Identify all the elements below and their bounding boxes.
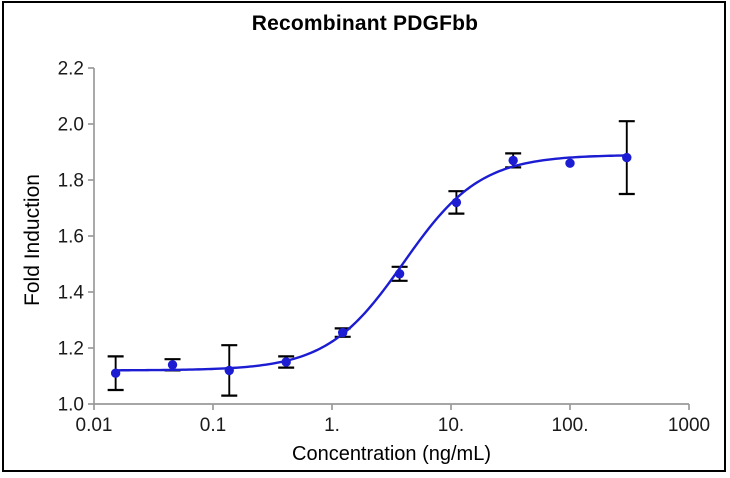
data-point <box>167 360 178 370</box>
data-point <box>281 357 291 367</box>
x-tick-label: 0.01 <box>76 415 113 436</box>
data-point <box>224 365 234 376</box>
x-tick-label: 10. <box>438 415 464 436</box>
x-tick-label: 1000 <box>668 415 710 436</box>
data-point <box>110 368 121 378</box>
y-tick-label: 1.4 <box>58 283 85 304</box>
fit-curve <box>114 154 628 372</box>
data-point <box>337 327 348 338</box>
y-axis-label: Fold Induction <box>21 174 44 306</box>
data-point <box>394 269 405 279</box>
x-tick-label: 1. <box>324 415 340 436</box>
data-point <box>508 155 518 166</box>
y-tick-label: 1.2 <box>58 339 84 360</box>
data-point <box>451 197 462 208</box>
y-tick-label: 1.0 <box>58 395 84 416</box>
data-point <box>565 158 575 168</box>
y-tick-label: 1.8 <box>58 171 84 192</box>
y-tick-label: 2.2 <box>58 59 84 80</box>
x-tick-label: 100. <box>552 415 589 436</box>
chart-title: Recombinant PDGFbb <box>251 12 479 35</box>
data-point <box>622 152 632 163</box>
x-tick-label: 0.1 <box>200 415 226 436</box>
x-axis-label: Concentration (ng/mL) <box>292 443 491 465</box>
y-tick-label: 1.6 <box>58 227 84 248</box>
y-tick-label: 2.0 <box>58 115 84 136</box>
